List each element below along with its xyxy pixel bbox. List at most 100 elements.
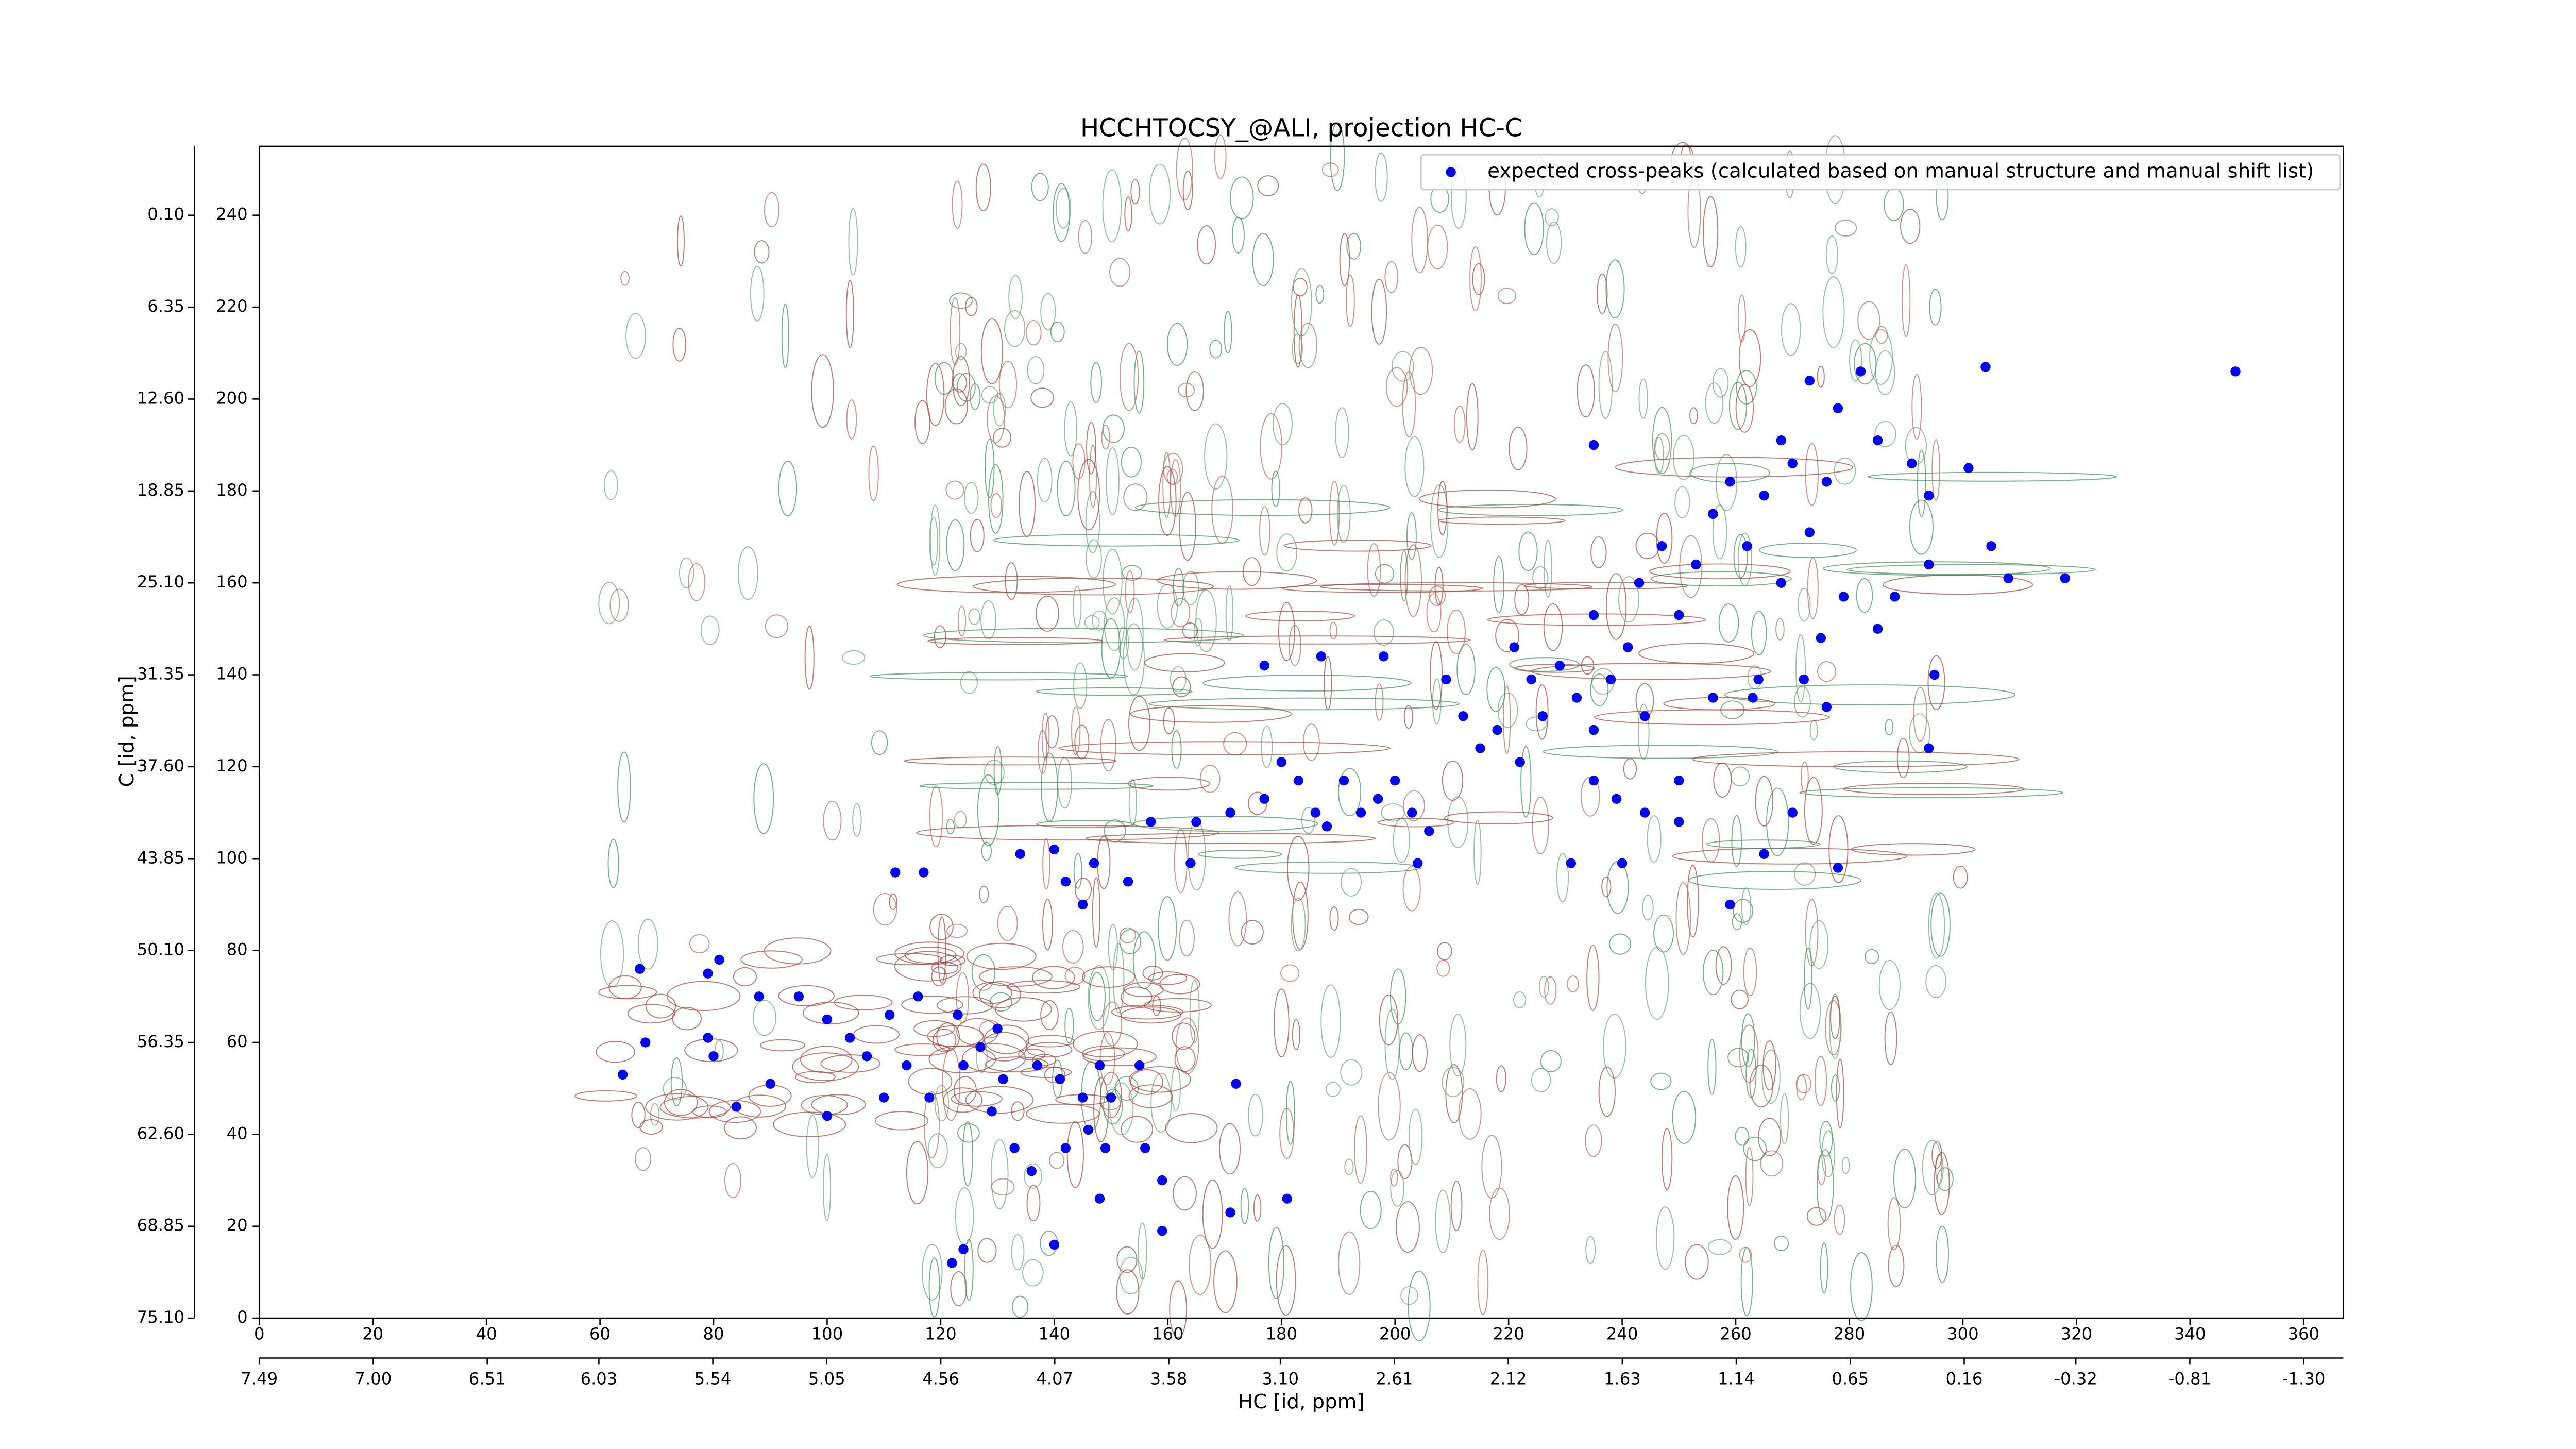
contour [772,1111,846,1137]
contour [1259,506,1270,556]
cross-peak [1077,1092,1088,1103]
cross-peak [1225,807,1235,818]
contour [1718,603,1739,643]
contour [927,1133,948,1169]
cross-peak [1605,674,1616,685]
cross-peak [1077,899,1088,910]
contour [1706,839,1821,849]
contour [625,313,646,359]
contour [1219,1123,1241,1175]
contour [1429,641,1443,710]
contour [957,1123,980,1143]
contour [1128,779,1137,827]
y2-tick-label: 56.35 [137,1032,184,1051]
contour [943,1087,983,1113]
contour [1404,544,1422,617]
contour [765,614,789,638]
cross-peak [731,1102,741,1112]
cross-peak [708,1051,719,1062]
contour [1381,803,1405,822]
legend-label: expected cross-peaks (calculated based o… [1487,159,2314,182]
contour [1209,340,1223,359]
contour [753,1000,776,1036]
cross-peak [861,1051,872,1062]
y2-tick-label: 62.60 [137,1123,184,1143]
contour [1100,719,1116,772]
contour [637,918,658,970]
contour [1006,980,1080,994]
contour [1169,1280,1188,1338]
cross-peak [1833,863,1843,873]
contour [689,934,710,954]
contour [1408,1108,1423,1165]
contour [1341,868,1362,897]
contour [631,1102,646,1128]
contour [1543,745,1778,759]
contour [1743,948,1757,996]
contour [1271,470,1280,508]
contour [934,625,946,648]
contour [1011,1295,1029,1318]
cross-peak [1622,642,1633,652]
contour [1157,571,1317,590]
contour [1775,618,1785,641]
contour [1493,555,1504,614]
contour [1293,277,1308,297]
contour [1165,1113,1218,1143]
contour [1437,503,1624,516]
contour [778,985,835,1006]
contour [1102,1001,1123,1047]
y2-tick-label: 50.10 [137,940,184,959]
contour [1929,289,1942,326]
contour [1727,1175,1744,1240]
contour [708,1100,761,1123]
x-tick-label: 60 [589,1324,611,1343]
contour [954,811,967,829]
x2-tick-label: 0.65 [1832,1369,1869,1388]
contour [1503,685,1511,754]
contour [993,746,1003,796]
x2-tick-label: 2.61 [1376,1369,1413,1388]
contour [1172,1022,1196,1050]
contour [1829,993,1841,1059]
contour [979,885,989,903]
contour [639,1119,663,1135]
contour [1404,436,1425,497]
contour [1082,1047,1157,1066]
contour [1171,598,1191,628]
contour [1211,475,1233,544]
contour-layer [574,122,2117,1341]
cross-peak [1725,899,1735,910]
y-tick-label: 20 [227,1216,248,1235]
contour [1148,971,1188,985]
contour [1807,557,1819,619]
contour [1057,460,1076,517]
contour [1101,424,1110,450]
contour [1089,445,1097,508]
contour [1367,543,1381,597]
contour [1170,666,1187,693]
contour [1198,850,1282,859]
contour [1128,696,1150,751]
contour [1320,984,1341,1058]
contour [823,1154,832,1221]
contour [1025,319,1042,346]
contour [1395,1201,1420,1253]
contour [1650,571,1792,587]
contour [1755,776,1773,827]
contour [1654,433,1670,461]
contour [645,1093,709,1121]
contour [932,1028,957,1053]
contour [1713,762,1732,798]
contour [1532,796,1549,854]
cross-peak [1083,1124,1094,1135]
contour [1384,261,1399,293]
contour [1289,625,1301,666]
contour [1702,950,1724,996]
x-tick-label: 320 [2061,1324,2093,1343]
contour [1846,564,2096,575]
contour [984,1024,1030,1054]
contour [1260,413,1282,480]
contour [1905,427,1927,465]
